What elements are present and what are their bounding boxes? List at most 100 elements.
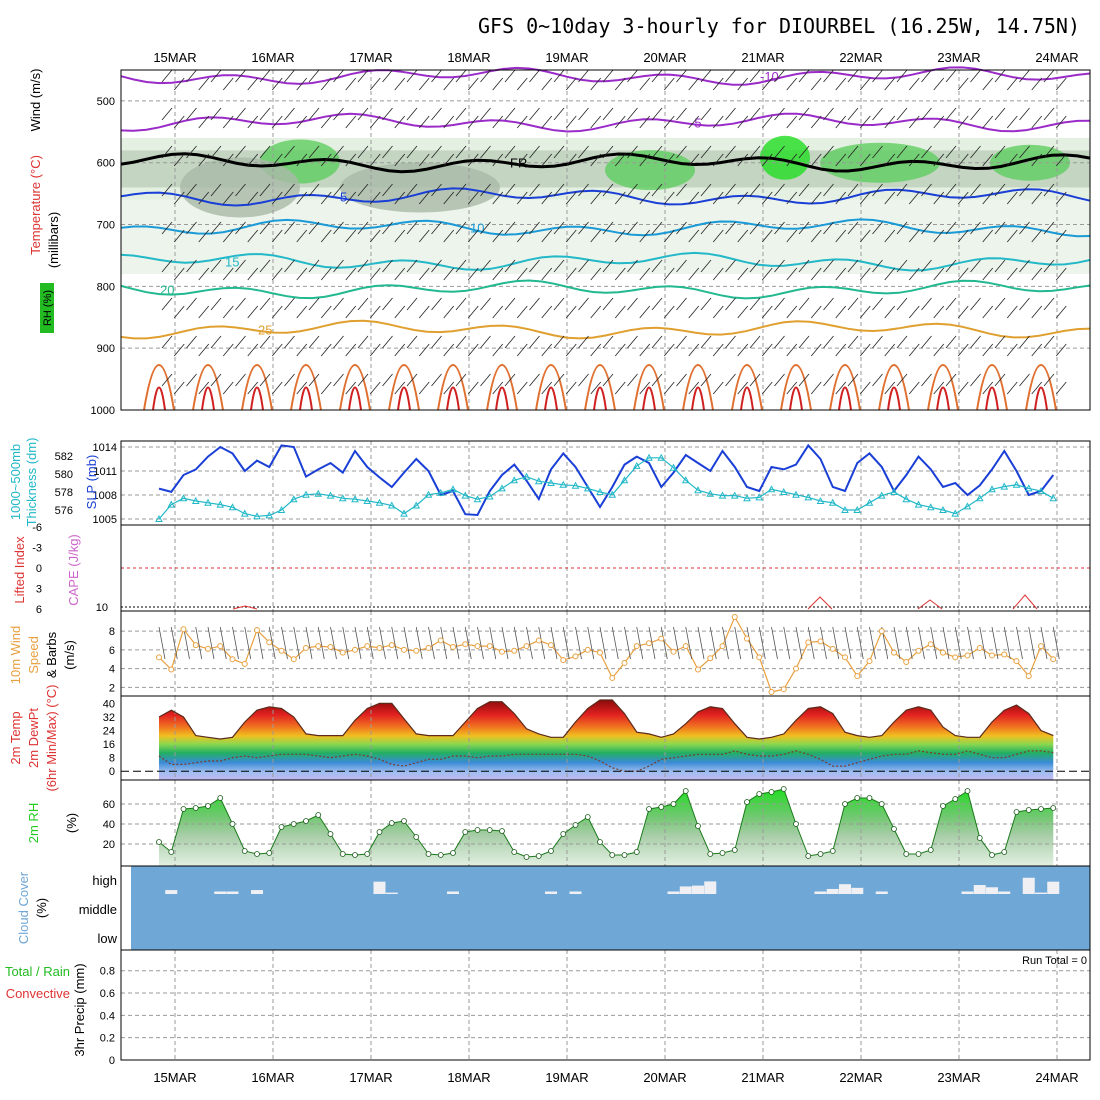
cloud-bar-high [704, 881, 717, 894]
wind-speed-marker [891, 649, 897, 656]
wind-barb [994, 297, 1006, 311]
wind-barb [639, 115, 651, 129]
wind-barb [1019, 335, 1030, 349]
thickness-marker [314, 489, 323, 497]
wind-speed-marker [633, 643, 640, 650]
wind-barb [798, 69, 810, 83]
wind-barb [896, 297, 908, 311]
wind-barb [761, 343, 773, 357]
wind-barb [945, 183, 957, 197]
wind-barb [516, 153, 528, 167]
wind-barb-10m [195, 626, 203, 660]
wind-barb [406, 297, 418, 311]
wind-barb [921, 221, 932, 235]
wind-barb [700, 183, 712, 197]
precip-total-label: Total / Rain [5, 964, 70, 979]
isotherm-label: 15 [225, 255, 239, 270]
wind-speed-marker [940, 649, 946, 656]
wind-barb [198, 191, 210, 205]
thickness-marker [890, 487, 898, 495]
wind-barb [712, 229, 724, 243]
wind-barb [590, 229, 602, 243]
wind-speed-marker [523, 643, 530, 650]
wind-barb [529, 373, 540, 387]
temp-tick-label: 0 [109, 766, 115, 778]
isotherm-label: 5 [340, 190, 347, 205]
wind-barb [369, 229, 381, 243]
precip-tick-label: 0.6 [100, 988, 115, 1000]
wind-barb [786, 115, 798, 129]
wind-barb-10m [428, 626, 435, 660]
wind-barb [663, 381, 675, 395]
wind-barb [1043, 221, 1055, 235]
wind-barb [651, 69, 663, 83]
wind-barb [173, 115, 185, 129]
wind-speed-marker [572, 653, 579, 660]
rh-tick-label: 60 [103, 799, 115, 811]
wind-speed-marker [1013, 658, 1020, 665]
wind-speed-marker [866, 658, 873, 665]
wind-barb [847, 221, 859, 235]
wind-barb [651, 335, 663, 349]
wind-barb [835, 305, 847, 319]
hot-contour [446, 386, 460, 411]
isotherm-label: 20 [160, 282, 174, 297]
wind-barb [1043, 183, 1055, 197]
thickness-marker [191, 496, 200, 504]
wind-barb [553, 221, 565, 235]
wind-barb-10m [440, 626, 448, 660]
wind-barb [602, 69, 614, 83]
wind-speed-marker [756, 654, 763, 661]
wind-barb [737, 115, 749, 129]
hot-contour [887, 386, 901, 411]
wind-barb [957, 343, 969, 357]
wind-barb [786, 77, 798, 91]
thickness-marker [485, 492, 494, 500]
thickness-tick-label: 580 [55, 469, 73, 481]
isotherm-line [120, 112, 1091, 133]
wind-axis-label: Wind (m/s) [28, 69, 43, 132]
wind-barb-10m [538, 626, 546, 660]
isotherm-line [120, 319, 1091, 340]
wind-barb-10m [477, 626, 484, 660]
thickness-marker [277, 505, 286, 513]
hot-contour [397, 386, 411, 411]
wind-speed-marker [339, 649, 346, 656]
temp-area [159, 700, 1054, 780]
wind-barb [553, 145, 565, 159]
wind-barb [296, 343, 308, 357]
wind-barb [823, 69, 834, 83]
rh-marker [401, 818, 407, 824]
wind-barb [504, 221, 516, 235]
hot-contour [789, 386, 803, 411]
wind-tick-label: 4 [109, 664, 115, 676]
wind-barb [173, 229, 185, 243]
wind-speed-marker [241, 660, 248, 667]
wind-barb [614, 191, 626, 205]
wind-barb [455, 373, 467, 387]
wind-barb [284, 335, 295, 349]
wind-barb [480, 297, 491, 311]
wind-barb [455, 69, 467, 83]
wind-barb [161, 335, 173, 349]
wind-barb [308, 107, 320, 121]
wind-speed-marker [327, 644, 334, 650]
wind-barb [872, 107, 883, 121]
wind-barb [210, 335, 222, 349]
wind-barb [737, 229, 749, 243]
wind-speed-line [158, 615, 1054, 693]
date-label-top: 22MAR [839, 50, 882, 65]
wind-speed-marker [180, 626, 187, 633]
wind-speed-marker [352, 646, 358, 653]
rh-marker [646, 806, 652, 812]
wind-barb [774, 69, 785, 83]
wind-barb [835, 381, 847, 395]
wind-barb [443, 381, 455, 395]
wind-barb [737, 381, 749, 395]
wind-barb [651, 221, 663, 235]
rh-marker [670, 801, 677, 807]
wind-barb [467, 153, 479, 167]
thickness-marker [583, 484, 592, 492]
pressure-tick-label: 500 [97, 96, 115, 108]
wind-barb [994, 183, 1006, 197]
